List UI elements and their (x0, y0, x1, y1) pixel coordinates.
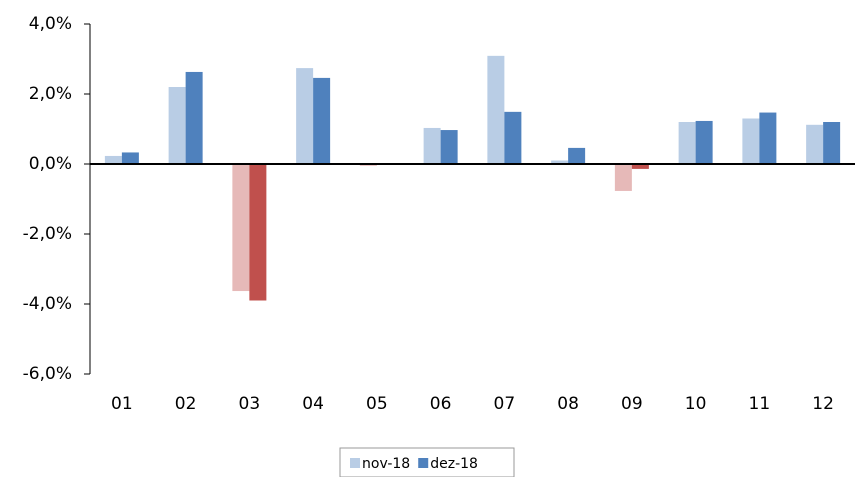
x-tick-label: 07 (494, 394, 516, 414)
bar (568, 147, 586, 164)
legend-swatch (418, 458, 429, 468)
bar (759, 112, 777, 164)
x-tick-label: 12 (812, 394, 834, 414)
bar (823, 122, 841, 164)
x-tick-label: 06 (430, 394, 452, 414)
bar (121, 152, 139, 164)
x-tick-label: 05 (366, 394, 388, 414)
bar (296, 68, 314, 164)
y-tick-label: -4,0% (23, 294, 72, 314)
y-tick-label: 2,0% (29, 84, 72, 104)
x-tick-label: 01 (111, 394, 133, 414)
x-tick-label: 03 (239, 394, 261, 414)
x-tick-label: 11 (749, 394, 771, 414)
x-tick-label: 09 (621, 394, 643, 414)
x-tick-label: 08 (557, 394, 579, 414)
y-tick-label: 0,0% (29, 154, 72, 174)
x-tick-label: 10 (685, 394, 707, 414)
x-tick-label: 02 (175, 394, 197, 414)
bar (614, 164, 632, 191)
bar (631, 164, 649, 169)
bar (487, 55, 505, 164)
y-tick-label: 4,0% (29, 14, 72, 34)
legend-label: dez-18 (430, 456, 478, 472)
bar (168, 87, 186, 164)
legend-swatch (350, 458, 360, 468)
bar (440, 130, 458, 164)
bar (806, 124, 824, 164)
bar (104, 155, 122, 164)
bar (695, 120, 713, 164)
bar (423, 127, 441, 164)
bar (504, 111, 522, 164)
bar (551, 160, 569, 164)
bar (249, 164, 267, 301)
bar (232, 164, 250, 292)
legend-label: nov-18 (362, 456, 410, 472)
bar (313, 77, 331, 164)
y-tick-label: -2,0% (23, 224, 72, 244)
bar (678, 122, 696, 164)
y-tick-label: -6,0% (23, 364, 72, 384)
x-tick-label: 04 (302, 394, 324, 414)
bar (185, 71, 203, 164)
bar (742, 118, 760, 164)
